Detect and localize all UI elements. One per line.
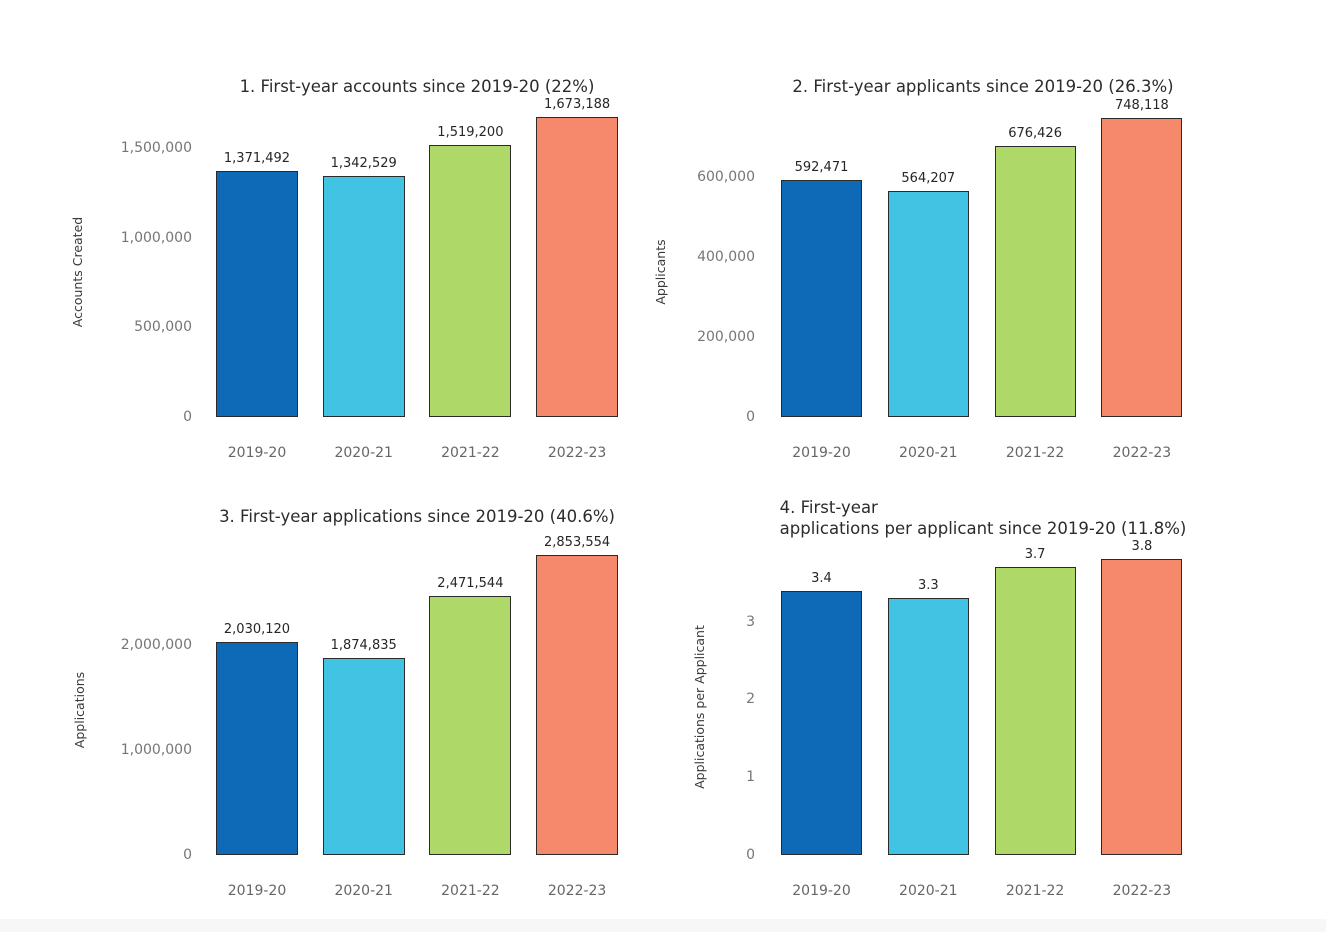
x-tick-label: 2019-20 — [792, 445, 851, 461]
bar-value-label: 1,519,200 — [437, 124, 504, 140]
bottom-strip — [0, 919, 1326, 932]
y-axis-label: Applicants — [653, 239, 668, 305]
y-tick-label: 500,000 — [134, 319, 192, 336]
y-tick-label: 0 — [746, 847, 755, 863]
chart-applications: 3. First-year applications since 2019-20… — [0, 466, 663, 932]
x-tick-label: 2019-20 — [227, 445, 287, 461]
chart-title: 2. First-year applicants since 2019-20 (… — [763, 76, 1203, 97]
chart-title-text: 3. First-year applications since 2019-20… — [219, 507, 615, 526]
y-tick-label: 2 — [746, 691, 755, 708]
bar-2022-23 — [1101, 117, 1183, 417]
bar-2020-21 — [887, 598, 969, 855]
chart-title: 1. First-year accounts since 2019-20 (22… — [196, 76, 638, 97]
bar-2020-21 — [887, 191, 969, 417]
x-tick-label: 2021-22 — [441, 883, 500, 899]
bar-2020-21 — [322, 658, 405, 855]
y-tick-label: 1 — [746, 769, 755, 786]
y-tick-label: 600,000 — [697, 169, 755, 185]
x-tick-label: 2020-21 — [899, 445, 958, 461]
bar-2022-23 — [536, 555, 619, 855]
x-tick-label: 2020-21 — [899, 883, 958, 899]
bar-value-label: 1,874,835 — [330, 638, 397, 654]
chart-applications-per-applicant: 4. First-year applications per applicant… — [663, 466, 1326, 932]
x-tick-label: 2020-21 — [334, 445, 393, 461]
bar-value-label: 2,853,554 — [544, 535, 611, 551]
x-tick-label: 2022-23 — [1112, 883, 1172, 899]
chart-accounts-created: 1. First-year accounts since 2019-20 (22… — [0, 0, 663, 466]
chart-title-text: 1. First-year accounts since 2019-20 (22… — [239, 77, 595, 96]
y-axis-label: Accounts Created — [70, 216, 85, 328]
y-tick-label: 0 — [183, 409, 192, 425]
bar-2019-20 — [216, 641, 298, 855]
x-tick-label: 2021-22 — [1005, 883, 1065, 899]
y-tick-label: 400,000 — [697, 249, 755, 265]
bar-2022-23 — [1101, 559, 1183, 855]
bar-2021-22 — [429, 595, 512, 855]
bar-value-label: 564,207 — [901, 171, 956, 187]
x-tick-label: 2022-23 — [547, 445, 607, 461]
x-tick-label: 2021-22 — [441, 445, 500, 461]
bar-value-label: 1,371,492 — [223, 151, 291, 166]
y-tick-label: 2,000,000 — [120, 637, 192, 653]
bar-2021-22 — [994, 567, 1076, 855]
x-tick-label: 2022-23 — [1112, 445, 1172, 461]
bar-value-label: 3.4 — [811, 570, 832, 586]
bar-value-label: 3.8 — [1131, 539, 1153, 555]
y-axis-label: Applications — [72, 671, 87, 749]
x-tick-label: 2020-21 — [334, 883, 393, 899]
y-tick-label: 1,500,000 — [120, 139, 192, 156]
y-tick-label: 0 — [183, 847, 192, 863]
y-tick-label: 0 — [746, 409, 755, 425]
bar-2020-21 — [322, 176, 405, 417]
bar-value-label: 2,471,544 — [437, 575, 504, 591]
chart-title-text: 4. First-year applications per applicant… — [779, 498, 1187, 538]
chart-title: 4. First-year applications per applicant… — [763, 497, 1203, 539]
x-tick-label: 2019-20 — [792, 883, 851, 899]
bar-value-label: 1,342,529 — [330, 156, 397, 172]
bar-2019-20 — [781, 180, 862, 417]
y-tick-label: 1,000,000 — [120, 742, 192, 758]
x-tick-label: 2022-23 — [547, 883, 607, 899]
bar-2021-22 — [429, 144, 512, 417]
y-tick-label: 1,000,000 — [120, 229, 192, 246]
bar-value-label: 748,118 — [1115, 97, 1169, 113]
bar-2021-22 — [994, 146, 1076, 417]
chart-title: 3. First-year applications since 2019-20… — [196, 506, 638, 527]
bar-value-label: 3.7 — [1024, 547, 1046, 563]
bar-2022-23 — [536, 116, 619, 417]
y-tick-label: 200,000 — [697, 329, 755, 345]
bar-2019-20 — [216, 171, 298, 417]
chart-title-text: 2. First-year applicants since 2019-20 (… — [792, 77, 1174, 96]
bar-value-label: 676,426 — [1008, 126, 1062, 142]
x-tick-label: 2019-20 — [227, 883, 287, 899]
bar-value-label: 592,471 — [794, 160, 849, 175]
bar-value-label: 1,673,188 — [544, 96, 611, 112]
y-tick-label: 3 — [746, 613, 755, 630]
x-tick-label: 2021-22 — [1005, 445, 1065, 461]
bar-value-label: 3.3 — [917, 578, 939, 594]
chart-applicants: 2. First-year applicants since 2019-20 (… — [653, 0, 1326, 466]
bar-value-label: 2,030,120 — [223, 621, 291, 637]
bar-2019-20 — [781, 590, 862, 855]
